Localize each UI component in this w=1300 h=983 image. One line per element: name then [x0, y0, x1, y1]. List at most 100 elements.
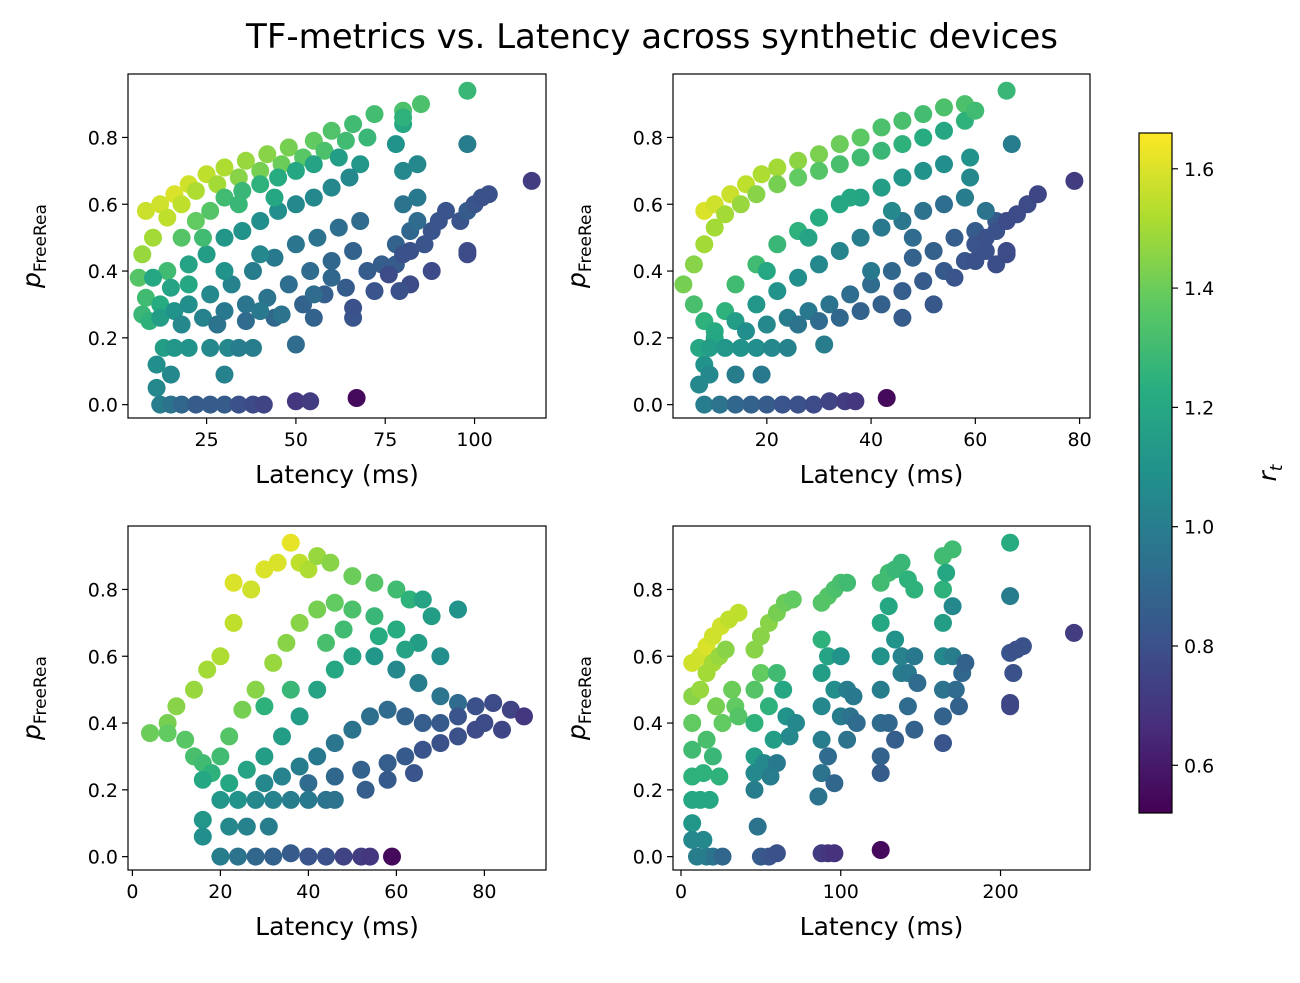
- scatter-point: [903, 248, 922, 267]
- y-tick-label: 0.0: [88, 847, 118, 869]
- x-axis-label: Latency (ms): [255, 460, 419, 489]
- scatter-point: [151, 308, 170, 327]
- scatter-point: [747, 338, 766, 357]
- scatter-point: [158, 262, 177, 280]
- scatter-point: [343, 567, 362, 586]
- scatter-point: [172, 195, 191, 214]
- x-tick-label: 0: [675, 881, 687, 903]
- scatter-point: [914, 272, 933, 291]
- scatter-point: [273, 727, 291, 746]
- scatter-point: [186, 212, 205, 230]
- scatter-point: [892, 553, 911, 572]
- scatter-point: [365, 105, 384, 124]
- scatter-point: [825, 680, 844, 699]
- scatter-point: [322, 121, 341, 140]
- scatter-point: [764, 730, 783, 749]
- scatter-point: [976, 201, 995, 220]
- scatter-point: [129, 268, 148, 287]
- scatter-point: [871, 841, 890, 859]
- colorbar-tick-label: 1.2: [1184, 397, 1214, 419]
- scatter-point: [431, 687, 450, 706]
- scatter-point: [893, 111, 912, 130]
- scatter-point: [458, 242, 477, 260]
- scatter-point: [211, 847, 230, 866]
- scatter-point: [315, 141, 334, 160]
- scatter-point: [694, 830, 713, 849]
- scatter-point: [844, 687, 863, 706]
- scatter-point: [352, 760, 371, 779]
- x-axis-label: Latency (ms): [800, 912, 964, 941]
- scatter-point: [882, 201, 901, 220]
- scatter-point: [317, 847, 335, 866]
- scatter-point: [726, 395, 745, 414]
- scatter-point: [369, 627, 388, 646]
- scatter-point: [258, 288, 277, 307]
- scatter-point: [697, 730, 716, 749]
- scatter-point: [379, 265, 398, 284]
- scatter-point: [361, 847, 379, 866]
- scatter-point: [229, 790, 247, 809]
- colorbar-gradient: [1138, 132, 1173, 814]
- scatter-point: [914, 128, 933, 147]
- scatter-point: [830, 135, 849, 154]
- colorbar-tick-label: 0.8: [1184, 636, 1214, 658]
- scatter-point: [872, 141, 891, 160]
- scatter-point: [224, 573, 243, 592]
- x-tick-label: 20: [755, 429, 779, 451]
- scatter-point: [997, 81, 1016, 100]
- scatter-point: [943, 597, 962, 616]
- scatter-point: [365, 607, 384, 626]
- scatter-point: [255, 747, 274, 766]
- scatter-point: [185, 680, 203, 699]
- scatter-point: [136, 288, 155, 307]
- scatter-point: [351, 155, 370, 174]
- scatter-point: [809, 787, 828, 806]
- scatter-point: [422, 607, 441, 626]
- scatter-point: [955, 188, 974, 207]
- scatter-point: [946, 680, 965, 699]
- subplot-top-right: 20 40 60 80 0.0 0.2 0.4 0.6 0.8 Latency (ms) pFree…: [562, 73, 1092, 489]
- x-axis-label: Latency (ms): [800, 460, 964, 489]
- scatter-point: [935, 155, 953, 174]
- scatter-point: [458, 135, 477, 154]
- y-tick-label: 0.4: [633, 261, 663, 283]
- y-tick-label: 0.2: [633, 328, 663, 350]
- scatter-point: [778, 338, 797, 357]
- scatter-point: [244, 338, 262, 357]
- scatter-point: [265, 248, 284, 267]
- scatter-point: [351, 212, 370, 230]
- y-tick-label: 0.0: [633, 847, 663, 869]
- scatter-point: [820, 295, 839, 314]
- scatter-point: [862, 275, 881, 294]
- scatter-point: [1001, 697, 1020, 716]
- scatter-point: [408, 188, 427, 207]
- scatter-point: [344, 298, 363, 317]
- scatter-point: [934, 680, 952, 699]
- x-tick-label: 40: [859, 429, 883, 451]
- scatter-point: [773, 395, 792, 414]
- scatter-point: [281, 533, 300, 552]
- scatter-point: [871, 613, 890, 632]
- scatter-point: [229, 195, 248, 214]
- scatter-point: [825, 774, 844, 793]
- colorbar-ticks: 0.6 0.8 1.0 1.2 1.4 1.6: [1172, 159, 1214, 777]
- scatter-point: [879, 597, 898, 616]
- scatter-point: [893, 168, 912, 187]
- scatter-point: [242, 580, 261, 599]
- scatter-point: [161, 278, 180, 297]
- y-tick-label: 0.6: [88, 194, 118, 216]
- scatter-point: [431, 714, 450, 732]
- scatter-point: [810, 161, 828, 180]
- scatter-point: [819, 647, 837, 666]
- scatter-point: [396, 640, 415, 659]
- scatter-point: [220, 774, 239, 793]
- scatter-point: [937, 563, 956, 582]
- scatter-point: [748, 817, 767, 836]
- scatter-point: [905, 647, 924, 666]
- scatter-point: [877, 389, 896, 407]
- scatter-point: [409, 674, 428, 692]
- y-tick-label: 0.0: [633, 395, 663, 417]
- y-tick-label: 0.4: [633, 713, 663, 735]
- scatter-point: [179, 275, 198, 294]
- scatter-point: [215, 188, 234, 207]
